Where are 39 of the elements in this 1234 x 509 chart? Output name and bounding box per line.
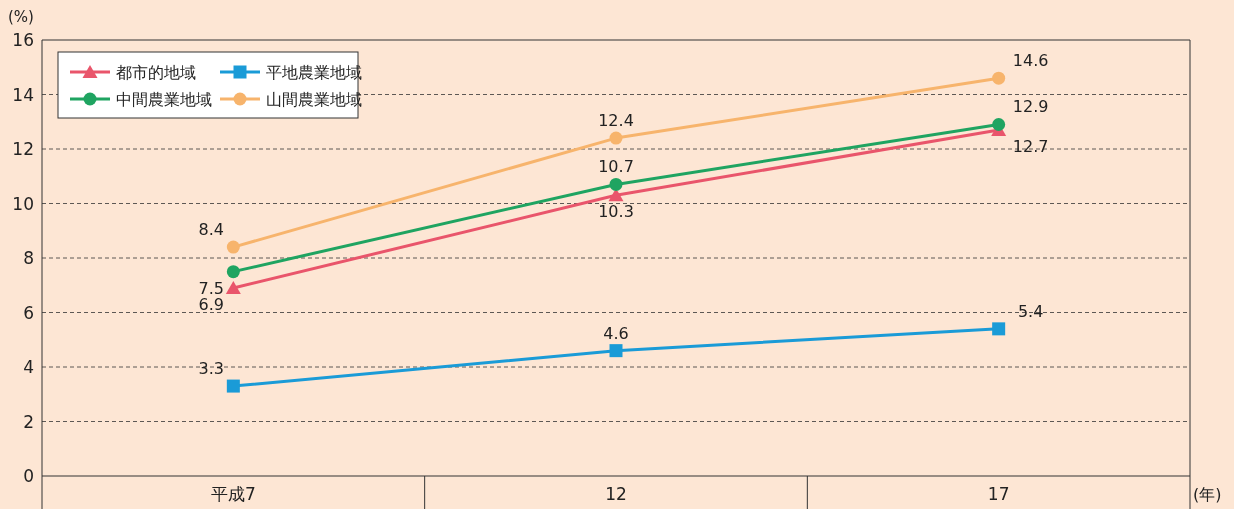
data-label: 12.7 [1012,136,1049,156]
x-tick-label: 平成7 [210,484,256,504]
data-label: 3.3 [198,359,225,379]
y-tick-label: 2 [23,411,34,432]
legend-label: 都市的地域 [116,63,196,82]
data-label: 12.9 [1012,97,1049,117]
data-label: 8.4 [198,220,225,240]
y-tick-label: 4 [23,357,34,377]
legend-label: 平地農業地域 [266,63,362,82]
point [992,117,1006,131]
y-tick-label: 6 [23,302,34,323]
data-label: 4.6 [603,323,629,343]
point [226,240,240,254]
legend-label: 中間農業地域 [116,90,212,109]
point [992,71,1006,85]
x-tick-label: 17 [987,484,1010,504]
y-axis-title: (%) [8,8,34,26]
data-label: 14.6 [1012,51,1049,71]
y-tick-label: 8 [23,248,34,268]
y-tick-label: 14 [12,84,34,105]
y-tick-label: 0 [23,466,34,486]
point [609,177,623,191]
y-tick-label: 10 [12,193,34,214]
data-label: 10.7 [598,157,634,177]
point [992,322,1006,336]
data-label: 10.3 [598,202,634,222]
y-tick-label: 16 [12,30,34,50]
point [609,131,623,145]
data-label: 12.4 [598,111,634,131]
y-tick-label: 12 [12,139,34,159]
legend-label: 山間農業地域 [266,90,362,109]
x-tick-label: 12 [605,484,627,504]
point [608,188,624,202]
point [609,344,623,358]
point [225,280,241,294]
x-axis-title: (年) [1193,485,1222,504]
data-label: 5.4 [1017,301,1044,321]
point [226,379,240,393]
point [226,265,240,279]
